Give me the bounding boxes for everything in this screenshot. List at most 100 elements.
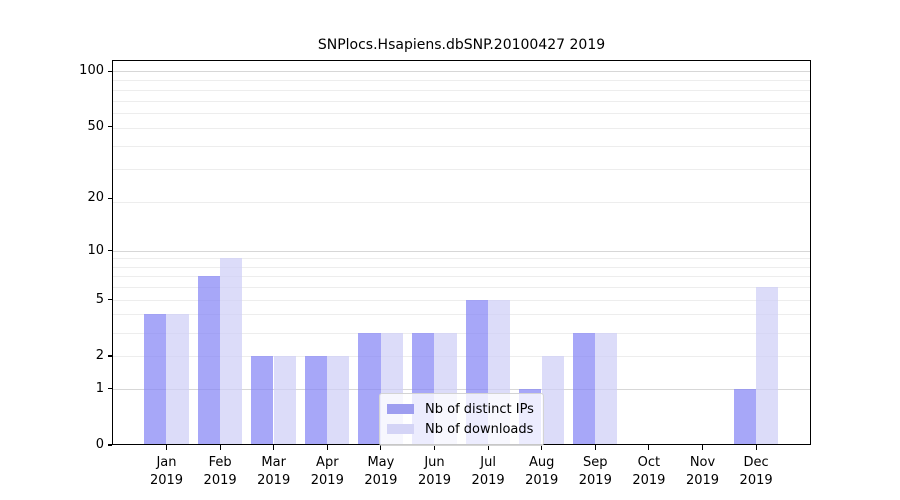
minor-grid-line: [113, 89, 810, 91]
x-tick-label: Sep 2019: [563, 454, 627, 489]
x-tick-year: 2019: [632, 472, 666, 488]
bar-downloads: [595, 332, 618, 444]
x-tick-month: Jun: [424, 455, 445, 470]
x-tick-month: Apr: [316, 455, 339, 470]
x-tick-month: Jan: [156, 455, 177, 470]
minor-grid-line: [113, 169, 810, 171]
bar-distinct-ips: [304, 355, 328, 444]
x-tick-month: May: [367, 455, 395, 470]
bar-downloads: [219, 258, 243, 444]
minor-grid-line: [113, 202, 810, 204]
major-grid-line: [113, 388, 810, 390]
x-tick-year: 2019: [417, 472, 452, 488]
x-tick-label: Apr 2019: [295, 454, 359, 489]
legend-label-downloads: Nb of downloads: [425, 421, 534, 437]
legend-row-downloads: Nb of downloads: [387, 419, 534, 439]
x-tick-month: Oct: [637, 455, 661, 470]
x-tick-label: Jul 2019: [456, 454, 520, 489]
x-tick-year: 2019: [149, 472, 184, 488]
x-tick-label: May 2019: [349, 454, 413, 489]
x-tick-label: Mar 2019: [242, 454, 306, 489]
x-tick-mark: [541, 445, 543, 450]
x-tick-label: Dec 2019: [724, 454, 788, 489]
bar-distinct-ips: [251, 355, 274, 444]
y-tick-label: 10: [87, 242, 104, 258]
y-tick-mark: [107, 70, 112, 72]
x-tick-year: 2019: [257, 472, 291, 488]
x-tick-month: Sep: [583, 455, 608, 470]
y-tick-mark: [107, 355, 112, 357]
x-tick-month: Feb: [208, 455, 232, 470]
x-tick-label: Oct 2019: [617, 454, 681, 489]
x-tick-year: 2019: [364, 472, 398, 488]
x-tick-mark: [219, 445, 221, 450]
minor-grid-line: [113, 146, 810, 148]
x-tick-month: Nov: [689, 455, 716, 470]
ips-swatch-icon: [387, 404, 414, 414]
major-grid-line: [113, 71, 810, 72]
bar-distinct-ips: [197, 276, 220, 444]
x-tick-month: Dec: [743, 455, 769, 470]
bar-distinct-ips: [733, 388, 756, 444]
y-tick-label: 0: [95, 437, 104, 452]
x-tick-month: Mar: [261, 455, 286, 470]
x-tick-year: 2019: [739, 472, 773, 488]
minor-grid-line: [113, 332, 810, 334]
x-tick-label: Aug 2019: [510, 454, 574, 489]
x-tick-mark: [701, 445, 704, 450]
x-tick-mark: [273, 445, 275, 450]
y-tick-label: 5: [95, 291, 104, 307]
x-tick-mark: [648, 445, 650, 450]
y-tick-label: 100: [79, 63, 104, 79]
minor-grid-line: [113, 314, 810, 316]
x-tick-year: 2019: [578, 472, 612, 488]
minor-grid-line: [113, 266, 810, 268]
x-tick-year: 2019: [471, 472, 505, 488]
minor-grid-line: [113, 100, 810, 102]
legend: Nb of distinct IPs Nb of downloads: [379, 393, 544, 446]
y-tick-label: 2: [95, 348, 104, 364]
major-grid-line: [113, 250, 810, 252]
y-tick-label: 50: [87, 118, 104, 134]
minor-grid-line: [113, 299, 810, 301]
minor-grid-line: [113, 113, 810, 115]
x-tick-mark: [326, 445, 328, 450]
x-tick-month: Aug: [528, 455, 555, 470]
y-tick-label: 20: [87, 190, 104, 206]
minor-grid-line: [113, 287, 810, 289]
x-tick-label: Nov 2019: [671, 454, 735, 489]
x-tick-mark: [487, 445, 489, 450]
y-tick-mark: [107, 299, 112, 301]
x-tick-label: Jun 2019: [403, 454, 467, 489]
bar-downloads: [273, 355, 296, 444]
y-tick-mark: [107, 388, 112, 390]
x-tick-year: 2019: [310, 472, 344, 488]
legend-row-ips: Nb of distinct IPs: [387, 399, 534, 419]
bar-downloads: [541, 355, 564, 444]
y-tick-label: 1: [95, 380, 104, 396]
x-tick-year: 2019: [525, 472, 559, 488]
y-tick-mark: [107, 444, 112, 446]
bar-distinct-ips: [572, 332, 596, 444]
y-tick-mark: [107, 125, 112, 128]
x-tick-mark: [594, 445, 596, 450]
downloads-swatch-icon: [387, 424, 414, 434]
minor-grid-line: [113, 276, 810, 278]
minor-grid-line: [113, 355, 810, 357]
chart-title: SNPlocs.Hsapiens.dbSNP.20100427 2019: [317, 37, 606, 53]
bar-distinct-ips: [358, 332, 381, 444]
y-tick-mark: [107, 250, 112, 252]
plot-area: [112, 60, 811, 445]
x-tick-year: 2019: [203, 472, 237, 488]
bar-downloads: [166, 314, 189, 444]
x-tick-mark: [755, 445, 757, 450]
minor-grid-line: [113, 127, 810, 129]
x-tick-mark: [165, 445, 168, 450]
minor-grid-line: [113, 80, 810, 82]
minor-grid-line: [113, 258, 810, 260]
bar-downloads: [755, 287, 779, 444]
x-tick-month: Jul: [480, 455, 496, 470]
legend-label-ips: Nb of distinct IPs: [425, 401, 534, 417]
y-tick-mark: [107, 197, 112, 199]
